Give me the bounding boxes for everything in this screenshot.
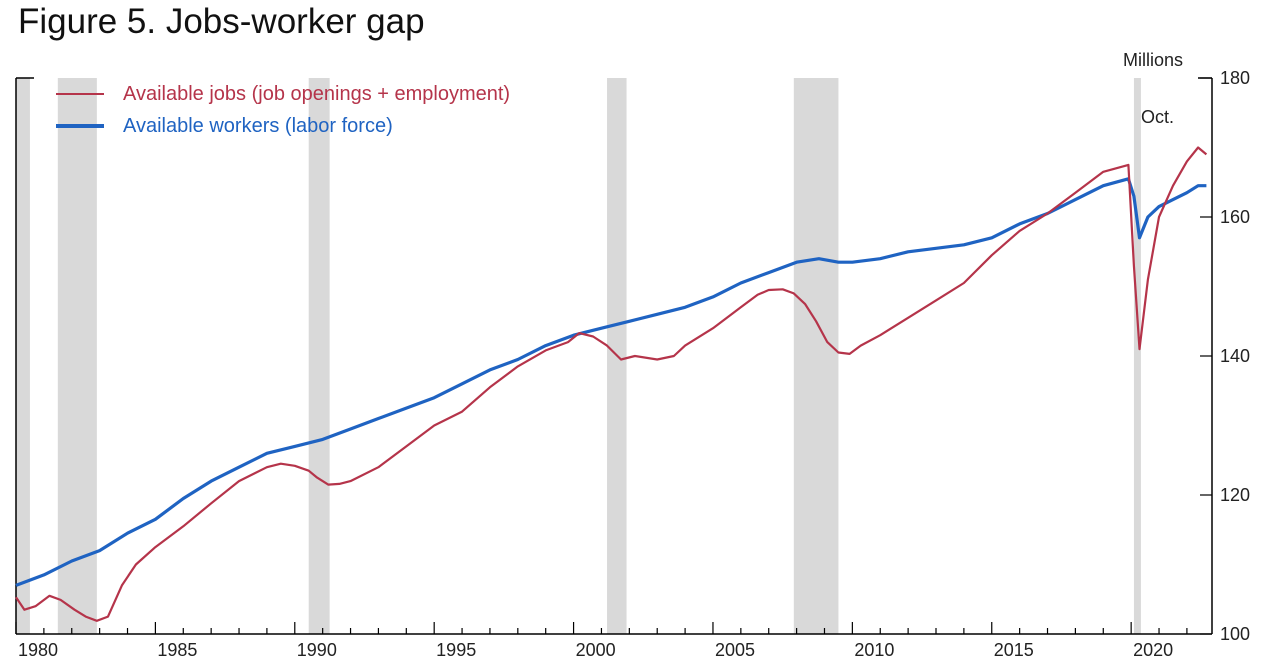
series-line — [15, 146, 1208, 622]
y-tick-label: 140 — [1220, 346, 1250, 366]
legend-label: Available jobs (job openings + employmen… — [123, 83, 510, 105]
recession-bar — [1133, 78, 1141, 634]
chart-title: Figure 5. Jobs-worker gap — [18, 2, 425, 41]
series-lines — [15, 146, 1208, 622]
y-axis-unit-label: Millions — [1123, 50, 1183, 70]
y-tick-label: 100 — [1220, 624, 1250, 644]
y-tick-label: 180 — [1220, 68, 1250, 88]
chart-axes: 1980 1985 1990 1995 2000 2005 2010 2015 2020 100 1… — [15, 68, 1250, 660]
x-tick-label: 2005 — [715, 640, 755, 660]
recession-bar — [308, 78, 330, 634]
x-tick-label: 1995 — [436, 640, 476, 660]
x-tick-label: 2000 — [576, 640, 616, 660]
x-tick-label: 2015 — [994, 640, 1034, 660]
x-tick-label: 2020 — [1133, 640, 1173, 660]
y-tick-label: 160 — [1220, 207, 1250, 227]
recession-bar — [16, 78, 30, 634]
recession-bar — [793, 78, 839, 634]
oct-annotation: Oct. — [1141, 107, 1174, 127]
recession-bar — [57, 78, 97, 634]
x-tick-label: 1990 — [297, 640, 337, 660]
x-tick-label: 1980 — [18, 640, 58, 660]
recession-shading — [16, 78, 1141, 634]
legend-label: Available workers (labor force) — [123, 115, 393, 137]
x-tick-label: 2010 — [854, 640, 894, 660]
y-tick-label: 120 — [1220, 485, 1250, 505]
chart-legend: Available jobs (job openings + employmen… — [56, 83, 510, 137]
series-line — [15, 177, 1207, 587]
x-tick-label: 1985 — [157, 640, 197, 660]
